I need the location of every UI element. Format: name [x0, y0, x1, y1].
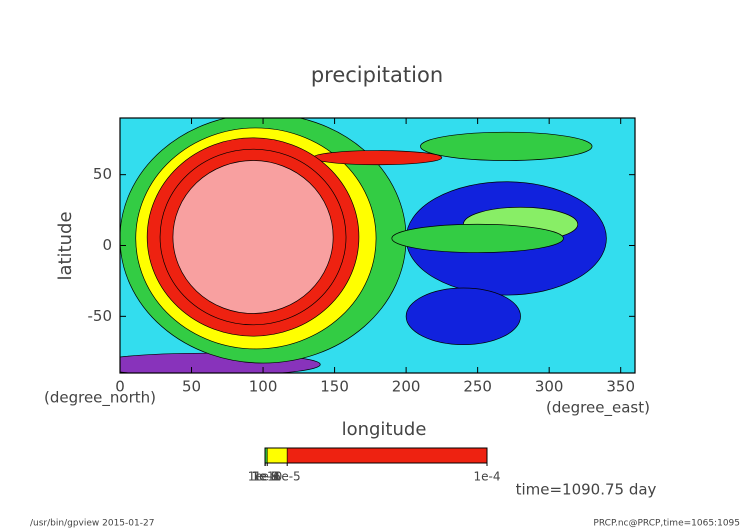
x-tick-label: 100: [249, 378, 278, 396]
colorbar-tick-label: 1e-7: [252, 470, 279, 484]
contour-region: [172, 160, 334, 314]
colorbar-tick-label: 1e-9: [252, 470, 279, 484]
x-tick-label: 350: [606, 378, 635, 396]
contour-region: [391, 223, 564, 253]
x-axis-label: longitude: [342, 419, 427, 440]
contour-region: [312, 150, 443, 166]
y-axis-unit: (degree_north): [44, 389, 156, 408]
contour-region: [405, 287, 521, 346]
y-tick-label: 0: [102, 236, 112, 254]
x-tick-label: 200: [392, 378, 421, 396]
time-label: time=1090.75 day: [516, 481, 657, 499]
contour-region: [420, 131, 593, 161]
y-axis-label: latitude: [55, 211, 76, 280]
x-tick-label: 250: [463, 378, 492, 396]
x-tick-label: 0: [115, 378, 125, 396]
colorbar-bin: [266, 447, 288, 464]
colorbar-tick-label: 1e-4: [474, 470, 501, 484]
map: [120, 118, 635, 373]
colorbar-tick-label: 1e-8: [252, 470, 279, 484]
chart-title: precipitation: [311, 63, 443, 87]
y-tick-label: -50: [88, 307, 113, 325]
footer-left: /usr/bin/gpview 2015-01-27: [30, 519, 154, 529]
x-tick-label: 50: [182, 378, 201, 396]
y-tick-label: 50: [93, 165, 112, 183]
colorbar-frame: [264, 447, 488, 464]
colorbar-tick-label: 1e-10: [248, 470, 283, 484]
colorbar-tick-label: 1e-6: [254, 470, 281, 484]
x-tick-label: 300: [535, 378, 564, 396]
overlay: 0 50 100 150 200 250 300 350 -50 0 50 1e-101e-91e-8…: [88, 117, 636, 484]
x-tick-label: 150: [320, 378, 349, 396]
footer-right: PRCP.nc@PRCP,time=1065:1095: [593, 519, 740, 529]
colorbar-tick-label: 1e-5: [274, 470, 301, 484]
x-axis-unit: (degree_east): [546, 399, 650, 418]
colorbar-bin: [286, 447, 488, 464]
